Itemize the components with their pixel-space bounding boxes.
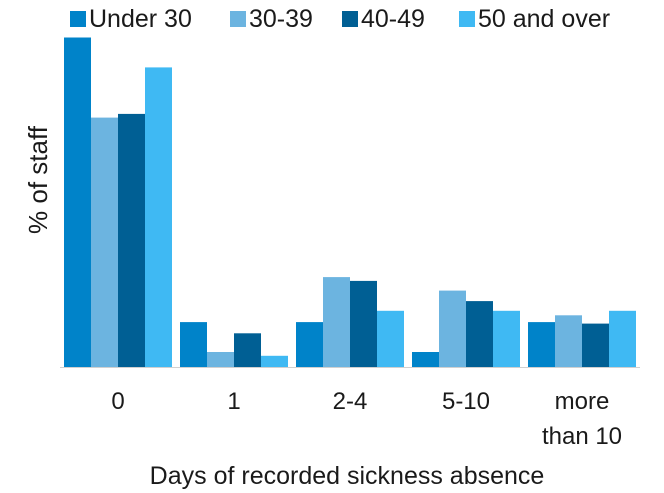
legend-swatch	[230, 11, 246, 27]
bar	[350, 280, 377, 367]
legend-swatch	[70, 11, 86, 27]
bar	[323, 277, 350, 367]
x-axis-label: Days of recorded sickness absence	[150, 462, 545, 490]
y-axis-label: % of staff	[23, 125, 53, 234]
x-tick-labels: 0 1 2-4 5-10 more than 10	[111, 388, 622, 450]
legend-swatch	[459, 11, 475, 27]
bar	[609, 310, 636, 367]
bar	[466, 301, 493, 367]
bars	[64, 37, 636, 368]
bar	[528, 322, 555, 367]
legend-label: 30-39	[249, 5, 313, 33]
bar	[118, 113, 145, 368]
bar	[582, 323, 609, 367]
bar	[439, 290, 466, 367]
x-tick-label: more	[555, 388, 610, 415]
legend-label: 40-49	[361, 5, 425, 33]
bar	[64, 37, 91, 367]
bar	[493, 310, 520, 367]
bar	[234, 333, 261, 367]
bar	[555, 315, 582, 367]
legend-swatch	[342, 11, 358, 27]
bar	[180, 322, 207, 367]
x-tick-label: 2-4	[333, 388, 368, 415]
bar	[296, 322, 323, 367]
x-tick-label: 0	[111, 388, 124, 415]
bar	[261, 355, 288, 367]
bar	[412, 352, 439, 367]
bar	[145, 67, 172, 368]
legend: Under 30 30-39 40-49 50 and over	[70, 5, 610, 33]
legend-label: 50 and over	[478, 5, 610, 33]
legend-label: Under 30	[89, 5, 192, 33]
bar	[91, 117, 118, 367]
x-tick-label: than 10	[542, 423, 622, 450]
x-tick-label: 5-10	[442, 388, 490, 415]
x-tick-label: 1	[227, 388, 240, 415]
bar	[207, 352, 234, 367]
bar	[377, 310, 404, 367]
